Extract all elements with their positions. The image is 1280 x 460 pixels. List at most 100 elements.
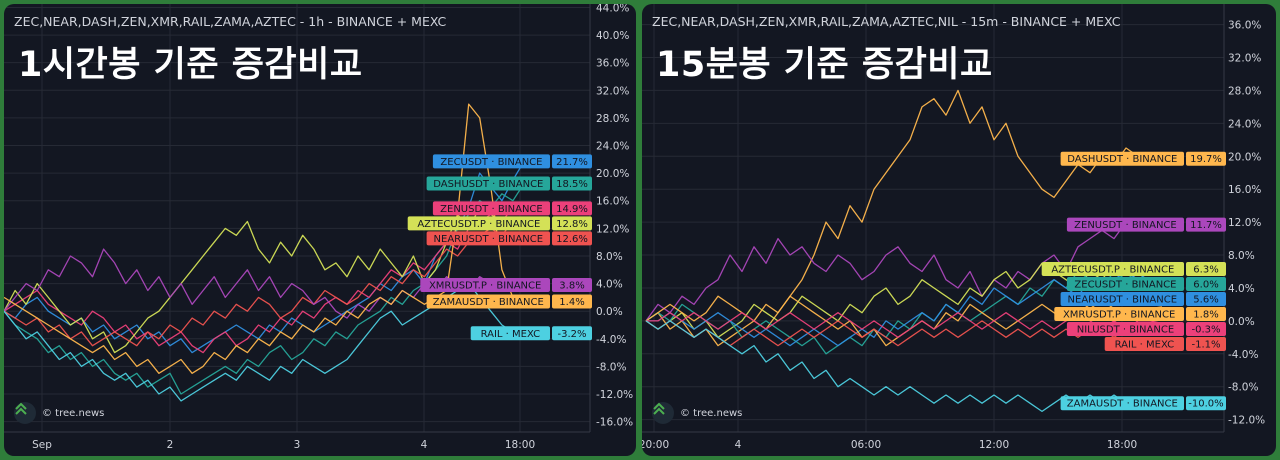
series-value-label: 12.8%: [556, 219, 588, 230]
chart-title: 15분봉 기준 증감비교: [656, 45, 993, 85]
chart-header: ZEC,NEAR,DASH,ZEN,XMR,RAIL,ZAMA,AZTEC,NI…: [652, 14, 1121, 29]
y-tick-label: -4.0%: [1228, 349, 1258, 361]
y-tick-label: 36.0%: [596, 58, 629, 70]
series-name-tag: [432, 201, 550, 216]
y-tick-label: 24.0%: [1228, 118, 1261, 130]
series-name-label: ZENUSDT · BINANCE: [440, 204, 543, 215]
series-value-tag: [1186, 307, 1226, 322]
series-name-label: NEARUSDT · BINANCE: [1068, 295, 1178, 306]
y-tick-label: 32.0%: [1228, 53, 1261, 65]
series-value-label: 21.7%: [556, 157, 588, 168]
y-tick-label: -8.0%: [1228, 382, 1258, 394]
series-value-tag: [552, 176, 592, 191]
y-tick-label: 8.0%: [596, 251, 623, 263]
y-tick-label: 28.0%: [596, 113, 629, 125]
series-value-tag: [1186, 277, 1226, 292]
x-tick-label: 18:00: [1107, 439, 1137, 451]
series-value-label: 3.8%: [559, 280, 584, 291]
series-name-tag: [1066, 217, 1184, 232]
y-tick-label: 8.0%: [1228, 250, 1255, 262]
series-name-label: NILUSDT · BINANCE: [1077, 325, 1174, 336]
tree-logo-icon: [652, 402, 674, 424]
x-tick-label: 12:00: [979, 439, 1009, 451]
series-name-tag: [1104, 337, 1184, 352]
series-line: [4, 220, 525, 347]
series-value-tag: [1186, 151, 1226, 166]
series-value-label: 1.8%: [1193, 310, 1218, 321]
y-tick-label: -8.0%: [596, 361, 626, 373]
series-value-tag: [552, 201, 592, 216]
series-name-tag: [470, 326, 550, 341]
x-tick-label: 06:00: [851, 439, 881, 451]
x-tick-label: 20:00: [642, 439, 669, 451]
series-value-tag: [552, 216, 592, 231]
series-name-label: XMRUSDT.P · BINANCE: [1063, 310, 1175, 321]
series-value-label: 5.6%: [1193, 295, 1218, 306]
series-value-tag: [552, 154, 592, 169]
y-tick-label: 0.0%: [596, 306, 623, 318]
series-value-tag: [1186, 262, 1226, 277]
series-value-tag: [552, 231, 592, 246]
series-value-tag: [1186, 217, 1226, 232]
series-name-tag: [426, 294, 550, 309]
series-name-label: AZTECUSDT.P · BINANCE: [1051, 265, 1174, 276]
y-tick-label: -12.0%: [1228, 415, 1265, 427]
series-name-label: ZAMAUSDT · BINANCE: [1067, 399, 1178, 410]
y-tick-label: 40.0%: [596, 30, 629, 42]
series-value-label: 11.7%: [1190, 220, 1222, 231]
series-name-label: ZAMAUSDT · BINANCE: [433, 297, 544, 308]
watermark-text: © tree.news: [42, 407, 105, 419]
series-value-label: -3.2%: [557, 329, 586, 340]
series-name-tag: [1060, 396, 1184, 411]
y-tick-label: 0.0%: [1228, 316, 1255, 328]
series-line: [645, 221, 1163, 322]
series-name-tag: [1060, 151, 1184, 166]
series-value-tag: [1186, 337, 1226, 352]
series-value-tag: [552, 294, 592, 309]
y-tick-label: 24.0%: [596, 141, 629, 153]
series-name-tag: [426, 176, 550, 191]
y-tick-label: 4.0%: [1228, 283, 1255, 295]
series-name-label: DASHUSDT · BINANCE: [1067, 154, 1177, 165]
y-tick-label: 32.0%: [596, 85, 629, 97]
y-tick-label: 16.0%: [1228, 184, 1261, 196]
series-line: [4, 206, 525, 354]
series-name-label: DASHUSDT · BINANCE: [433, 179, 543, 190]
series-value-label: -10.0%: [1188, 399, 1223, 410]
y-tick-label: 20.0%: [1228, 151, 1261, 163]
series-name-label: RAIL · MEXC: [1115, 340, 1175, 351]
chart-panel-15m: 36.0% 32.0% 28.0% 24.0% 20.0% 16.0% 12.0% 8.0% 4…: [642, 4, 1276, 456]
y-tick-label: 12.0%: [1228, 217, 1261, 229]
series-value-tag: [1186, 396, 1226, 411]
y-tick-label: 44.0%: [596, 4, 629, 14]
y-tick-label: 20.0%: [596, 168, 629, 180]
series-value-tag: [1186, 292, 1226, 307]
series-value-label: 19.7%: [1190, 154, 1222, 165]
x-tick-label: 4: [421, 439, 428, 451]
series-name-tag: [426, 231, 550, 246]
y-tick-label: -4.0%: [596, 334, 626, 346]
series-name-label: ZECUSDT · BINANCE: [1074, 280, 1176, 291]
y-tick-label: 12.0%: [596, 223, 629, 235]
series-name-label: AZTECUSDT.P · BINANCE: [417, 219, 540, 230]
y-tick-label: -12.0%: [596, 389, 633, 401]
y-tick-label: 28.0%: [1228, 85, 1261, 97]
series-name-tag: [1066, 322, 1184, 337]
series-name-tag: [1060, 292, 1184, 307]
line-chart-15m: 36.0% 32.0% 28.0% 24.0% 20.0% 16.0% 12.0% 8.0% 4…: [642, 4, 1265, 451]
series-name-tag: [407, 216, 550, 231]
y-tick-label: 36.0%: [1228, 20, 1261, 32]
watermark-text: © tree.news: [680, 407, 743, 419]
series-value-label: 6.0%: [1193, 280, 1218, 291]
series-value-label: 14.9%: [556, 204, 588, 215]
series-line: [4, 183, 525, 395]
series-line: [645, 89, 1163, 347]
series-name-tag: [432, 154, 550, 169]
series-name-tag: [1066, 277, 1184, 292]
series-name-label: XMRUSDT.P · BINANCE: [429, 280, 541, 291]
chart-title: 1시간봉 기준 증감비교: [18, 45, 363, 85]
x-tick-label: 3: [294, 439, 301, 451]
x-tick-label: Sep: [32, 439, 52, 451]
series-name-label: ZENUSDT · BINANCE: [1074, 220, 1177, 231]
y-tick-label: 4.0%: [596, 279, 623, 291]
